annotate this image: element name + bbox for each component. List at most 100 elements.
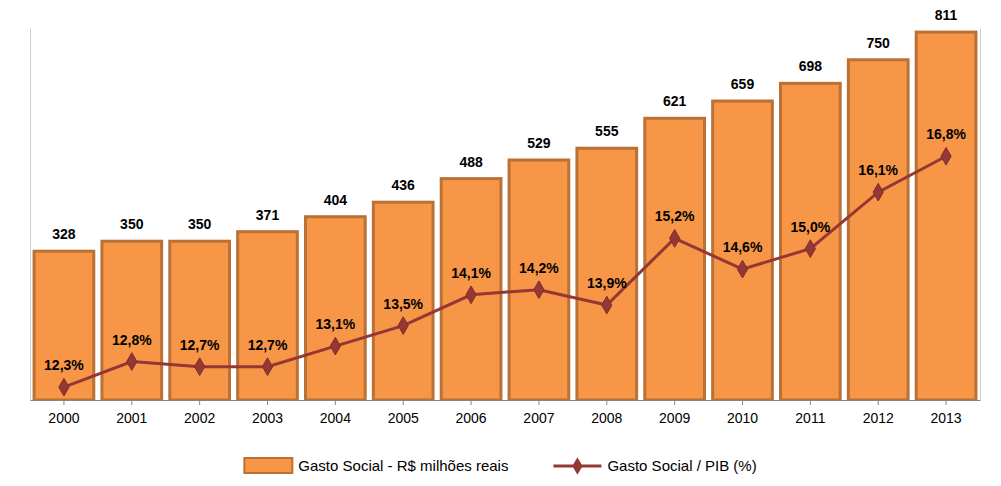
line-label: 14,6% bbox=[723, 239, 763, 255]
bar-label: 350 bbox=[188, 216, 212, 232]
x-tick-label: 2011 bbox=[795, 410, 825, 426]
x-tick: 2008 bbox=[591, 400, 622, 426]
marker bbox=[262, 358, 272, 376]
x-axis-line bbox=[31, 400, 981, 401]
x-tick: 2010 bbox=[727, 400, 758, 426]
x-tick-label: 2003 bbox=[252, 410, 283, 426]
line-label: 12,7% bbox=[248, 337, 288, 353]
x-tick-mark bbox=[267, 400, 268, 405]
x-tick-mark bbox=[946, 400, 947, 405]
x-tick-label: 2001 bbox=[116, 410, 147, 426]
x-tick-mark bbox=[403, 400, 404, 405]
x-tick-label: 2010 bbox=[727, 410, 758, 426]
marker bbox=[670, 230, 680, 248]
line-label: 12,7% bbox=[180, 337, 220, 353]
bar-label: 811 bbox=[935, 7, 958, 23]
x-tick: 2013 bbox=[930, 400, 961, 426]
x-tick-mark bbox=[131, 400, 132, 405]
bar-label: 328 bbox=[52, 226, 76, 242]
bar-label: 371 bbox=[256, 207, 280, 223]
x-tick: 2000 bbox=[48, 400, 79, 426]
bar bbox=[238, 232, 298, 400]
marker bbox=[59, 378, 69, 396]
x-tick-mark bbox=[606, 400, 607, 405]
bar-label: 698 bbox=[799, 58, 823, 74]
x-tick-label: 2006 bbox=[455, 410, 486, 426]
x-tick: 2006 bbox=[455, 400, 486, 426]
y-axis bbox=[30, 29, 31, 401]
bar-label: 529 bbox=[527, 135, 551, 151]
marker bbox=[805, 240, 815, 258]
x-tick-label: 2007 bbox=[523, 410, 554, 426]
line-label: 13,9% bbox=[587, 275, 627, 291]
x-tick: 2012 bbox=[863, 400, 894, 426]
legend-marker bbox=[572, 457, 582, 475]
bar-label: 750 bbox=[867, 35, 891, 51]
data-labels: 3283503503714044364885295556216596987508… bbox=[44, 7, 966, 373]
x-tick-label: 2008 bbox=[591, 410, 622, 426]
line-label: 15,0% bbox=[791, 219, 831, 235]
line-label: 16,1% bbox=[858, 162, 898, 178]
x-tick-label: 2012 bbox=[863, 410, 894, 426]
bar bbox=[916, 32, 976, 400]
bar bbox=[577, 148, 637, 400]
x-tick-label: 2009 bbox=[659, 410, 690, 426]
line-label: 16,8% bbox=[926, 126, 966, 142]
marker bbox=[873, 183, 883, 201]
bar bbox=[713, 101, 773, 400]
x-tick-mark bbox=[878, 400, 879, 405]
bar-label: 350 bbox=[120, 216, 144, 232]
x-tick: 2007 bbox=[523, 400, 554, 426]
x-tick: 2002 bbox=[184, 400, 215, 426]
line-label: 13,1% bbox=[316, 316, 356, 332]
x-tick-mark bbox=[335, 400, 336, 405]
marker bbox=[398, 317, 408, 335]
x-tick: 2005 bbox=[388, 400, 419, 426]
bar bbox=[441, 179, 501, 400]
marker bbox=[941, 147, 951, 165]
x-tick: 2001 bbox=[116, 400, 147, 426]
legend-item: Gasto Social - R$ milhões reais bbox=[244, 457, 508, 474]
bar-label: 404 bbox=[324, 192, 348, 208]
x-tick: 2004 bbox=[320, 400, 351, 426]
bar bbox=[306, 217, 366, 400]
bar-label: 555 bbox=[595, 123, 619, 139]
plot-area bbox=[34, 32, 976, 400]
x-tick-label: 2013 bbox=[930, 410, 961, 426]
bar bbox=[373, 202, 433, 400]
bar-label: 659 bbox=[731, 76, 755, 92]
legend-item: Gasto Social / PIB (%) bbox=[553, 457, 756, 475]
y-axis-line bbox=[30, 29, 31, 401]
x-tick-mark bbox=[742, 400, 743, 405]
marker bbox=[127, 353, 137, 371]
x-tick-mark bbox=[471, 400, 472, 405]
x-tick: 2011 bbox=[795, 400, 825, 426]
marker bbox=[534, 281, 544, 299]
x-tick-mark bbox=[674, 400, 675, 405]
marker bbox=[330, 337, 340, 355]
x-tick: 2009 bbox=[659, 400, 690, 426]
x-tick: 2003 bbox=[252, 400, 283, 426]
bar-label: 436 bbox=[392, 177, 416, 193]
x-tick-mark bbox=[810, 400, 811, 405]
x-axis: 2000 2001 2002 2003 2004 2005 2006 2007 2008 2009… bbox=[31, 400, 981, 426]
y2-axis bbox=[980, 29, 981, 401]
x-tick-label: 2000 bbox=[48, 410, 79, 426]
bar bbox=[102, 241, 162, 400]
y2-axis-line bbox=[980, 29, 981, 401]
line-label: 15,2% bbox=[655, 208, 695, 224]
x-tick-label: 2002 bbox=[184, 410, 215, 426]
legend-swatch bbox=[244, 458, 292, 473]
line-label: 12,8% bbox=[112, 332, 152, 348]
chart: 3283503503714044364885295556216596987508… bbox=[0, 0, 1001, 486]
legend: Gasto Social - R$ milhões reais Gasto Soc… bbox=[244, 457, 756, 475]
legend-label: Gasto Social - R$ milhões reais bbox=[298, 457, 508, 474]
x-tick-mark bbox=[538, 400, 539, 405]
line-label: 13,5% bbox=[383, 296, 423, 312]
marker bbox=[466, 286, 476, 304]
line-label: 12,3% bbox=[44, 357, 84, 373]
bar bbox=[781, 83, 841, 400]
x-tick-label: 2005 bbox=[388, 410, 419, 426]
x-tick-label: 2004 bbox=[320, 410, 351, 426]
bar-label: 488 bbox=[459, 154, 483, 170]
